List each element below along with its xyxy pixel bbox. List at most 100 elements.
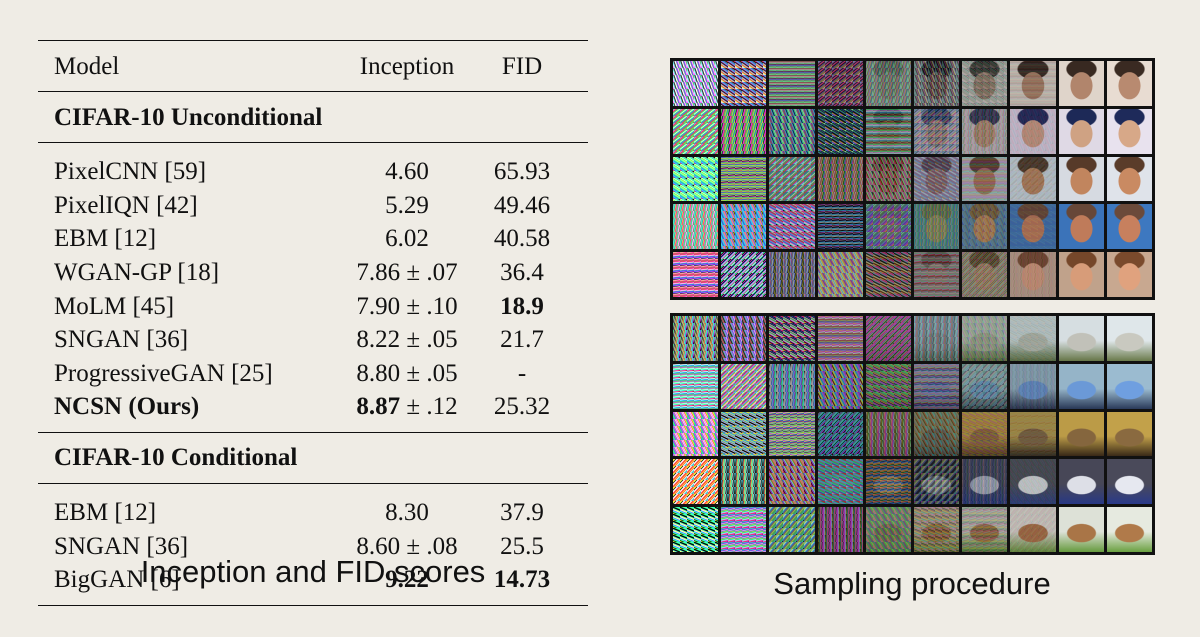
object-sample-cell	[914, 411, 960, 457]
object-sample-cell	[1106, 316, 1152, 361]
face-sample-cell	[1058, 204, 1104, 250]
object-sample-cell	[914, 459, 960, 505]
object-sample-cell	[721, 459, 767, 505]
section-title-row: CIFAR-10 Conditional	[38, 433, 588, 483]
table-row: NCSN (Ours) 8.87 ± .12 25.32	[38, 390, 588, 424]
cell-model: ProgressiveGAN [25]	[54, 359, 273, 387]
cell-inception: 7.86 ± .07	[342, 260, 472, 285]
face-sample-cell	[817, 204, 863, 250]
object-sample-cell	[865, 316, 911, 361]
face-sample-cell	[914, 61, 960, 106]
inception-value: 9.22	[385, 566, 429, 594]
face-sample-cell	[1010, 204, 1056, 250]
face-sample-cell	[865, 204, 911, 250]
face-sample-cell	[769, 204, 815, 250]
cell-fid: 40.58	[493, 225, 551, 253]
table-row: PixelIQN [42] 5.29 49.46	[38, 189, 588, 223]
face-sample-cell	[865, 252, 911, 297]
face-sample-cell	[721, 252, 767, 297]
face-sample-cell	[721, 108, 767, 154]
object-sample-cell	[769, 459, 815, 505]
object-sample-cell	[673, 459, 719, 505]
object-sample-cell	[673, 507, 719, 552]
object-sample-cell	[817, 363, 863, 409]
section-rule	[38, 142, 588, 143]
face-sample-cell	[1058, 108, 1104, 154]
header-rule	[38, 91, 588, 92]
face-sample-cell	[673, 252, 719, 297]
inception-value: 7.86	[356, 259, 401, 287]
cell-model: PixelCNN [59]	[54, 158, 207, 186]
object-sample-cell	[673, 316, 719, 361]
object-sample-cell	[962, 507, 1008, 552]
cell-model: NCSN (Ours)	[54, 393, 200, 421]
face-sample-cell	[962, 252, 1008, 297]
object-sample-cell	[1010, 316, 1056, 361]
face-sample-cell	[865, 108, 911, 154]
face-sample-cell	[769, 108, 815, 154]
section-title: CIFAR-10 Unconditional	[54, 103, 323, 131]
object-sample-cell	[817, 507, 863, 552]
cell-fid: 18.9	[500, 292, 544, 320]
face-sample-cell	[962, 156, 1008, 202]
face-sample-cell	[817, 252, 863, 297]
object-sample-cell	[817, 459, 863, 505]
table-row: MoLM [45] 7.90 ± .10 18.9	[38, 289, 588, 323]
inception-std: ± .12	[406, 393, 458, 421]
cell-inception: 8.87 ± .12	[342, 394, 472, 419]
object-sample-cell	[673, 363, 719, 409]
section-rule	[38, 482, 588, 484]
cell-fid: 36.4	[500, 259, 544, 287]
face-sample-cell	[962, 61, 1008, 106]
object-sample-cell	[721, 363, 767, 409]
inception-value: 8.87	[356, 393, 401, 421]
object-sample-cell	[769, 507, 815, 552]
face-sample-cell	[865, 156, 911, 202]
cell-model: WGAN-GP [18]	[54, 259, 220, 287]
cell-inception: 4.60	[342, 159, 472, 184]
object-sample-cell	[1106, 507, 1152, 552]
face-sample-cell	[1010, 61, 1056, 106]
inception-value: 8.80	[356, 359, 401, 387]
header-model: Model	[54, 52, 120, 80]
cell-fid: -	[517, 359, 527, 387]
object-sample-cell	[865, 363, 911, 409]
faces-sample-grid	[670, 58, 1155, 300]
inception-value: 4.60	[385, 158, 429, 186]
cell-inception: 5.29	[342, 193, 472, 218]
inception-value: 6.02	[385, 225, 429, 253]
object-sample-cell	[1010, 411, 1056, 457]
table-row: WGAN-GP [18] 7.86 ± .07 36.4	[38, 256, 588, 290]
object-sample-cell	[769, 316, 815, 361]
face-sample-cell	[914, 252, 960, 297]
face-sample-cell	[721, 61, 767, 106]
inception-std: ± .10	[406, 292, 458, 320]
inception-std: ± .05	[406, 359, 458, 387]
face-sample-cell	[914, 156, 960, 202]
inception-value: 8.22	[356, 326, 401, 354]
face-sample-cell	[673, 61, 719, 106]
table-bottom-rule	[38, 604, 588, 606]
face-sample-cell	[1058, 61, 1104, 106]
table-row: ProgressiveGAN [25] 8.80 ± .05 -	[38, 357, 588, 391]
face-sample-cell	[1106, 204, 1152, 250]
cell-inception: 6.02	[342, 226, 472, 251]
object-sample-cell	[1058, 316, 1104, 361]
face-sample-cell	[721, 156, 767, 202]
object-sample-cell	[962, 459, 1008, 505]
inception-value: 8.30	[385, 499, 429, 527]
object-sample-cell	[865, 459, 911, 505]
section-rule	[38, 431, 588, 433]
table-row: PixelCNN [59] 4.60 65.93	[38, 155, 588, 189]
cell-fid: 65.93	[493, 158, 551, 186]
table-header-row: Model Inception FID	[38, 41, 588, 91]
header-fid: FID	[501, 52, 543, 80]
face-sample-cell	[1106, 156, 1152, 202]
table-row: EBM [12] 8.30 37.9	[38, 496, 588, 530]
object-sample-cell	[721, 316, 767, 361]
face-sample-cell	[1058, 252, 1104, 297]
cell-model: EBM [12]	[54, 225, 157, 253]
section-rows-unconditional: PixelCNN [59] 4.60 65.93 PixelIQN [42] 5.29 4…	[38, 155, 588, 424]
cell-inception: 9.22	[342, 567, 472, 592]
table-row: EBM [12] 6.02 40.58	[38, 222, 588, 256]
